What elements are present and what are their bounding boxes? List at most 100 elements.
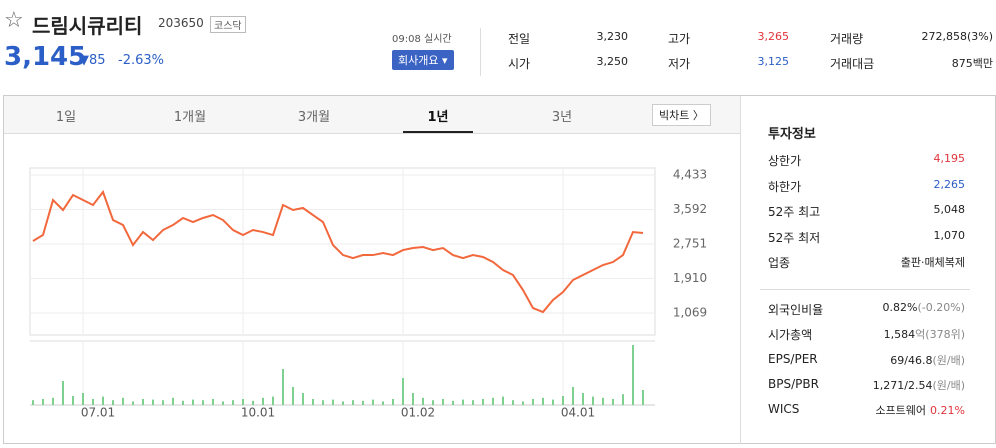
volume-bar [632,345,634,405]
volume-bar [82,393,84,405]
y-tick-label: 3,592 [673,202,707,216]
star-icon[interactable]: ☆ [4,8,24,33]
value: 1,070 [933,228,966,242]
value: 1,584 [883,328,916,342]
value: 출판·매체복제 [900,256,965,269]
tab[interactable]: 1개월 [173,110,207,125]
volume-bar [192,399,194,405]
volume-bar [42,399,44,405]
change: ▼85 [79,53,106,68]
tab-underline [403,131,473,133]
volume-bar [252,400,254,405]
stat-value: 3,250 [596,55,629,68]
time: 09:08 실시간 [392,34,452,45]
info-label: 시가총액 [768,328,813,343]
down-arrow: ▼ [79,53,89,68]
volume-bar [432,400,434,405]
volume-bar [102,396,104,405]
volume-bar [442,399,444,405]
value: 69/46.8 [890,353,933,367]
price-line [32,189,644,314]
stat-value: 272,858(3%) [921,30,993,43]
company-button[interactable]: 회사개요 ▾ [392,50,454,70]
stat-value: 3,125 [757,55,790,68]
note: 0.21% [930,404,965,418]
button-text: 회사개요 [398,54,439,67]
volume-bar [602,397,604,405]
tab[interactable]: 1일 [55,110,77,125]
big-chart-button[interactable]: 빅차트 〉 [652,104,711,126]
tab[interactable]: 3개월 [297,110,331,125]
stat-label: 저가 [668,57,691,71]
volume-bar [272,396,274,405]
volume-bar [612,399,614,405]
volume-bar [232,400,234,405]
info-title: 투자정보 [768,127,816,142]
volume-bar [452,400,454,405]
tab[interactable]: 1년 [427,110,449,125]
stat-value: 3,230 [596,30,629,43]
x-tick-label: 10.01 [241,406,275,420]
volume-bar [32,400,34,405]
volume-bar [212,399,214,405]
info-value: 4,195 [934,152,966,165]
volume-bar [382,401,384,405]
info-label: 외국인비율 [768,303,824,317]
stat-label: 시가 [508,57,531,71]
value: 소프트웨어 [875,404,927,418]
volume-bar [282,369,284,405]
volume-bar [592,396,594,405]
volume-bar [502,396,504,405]
note: (원/배) [932,353,965,367]
volume-bar [512,400,514,405]
volume-bar [292,387,294,405]
info-value: 0.82%(-0.20%) [883,301,965,314]
volume-bar [342,401,344,405]
volume-bar [392,399,394,405]
stat-label: 거래량 [830,32,864,46]
tab[interactable]: 3년 [551,110,573,125]
change-value: 85 [89,53,106,68]
info-value: 1,584억(378위) [884,326,965,342]
big-chart-text: 빅차트 [659,109,690,122]
volume-bar [302,393,304,405]
tab-bar [4,96,740,134]
volume-bar [402,378,404,405]
stat-label: 거래대금 [830,57,875,71]
stat-label: 고가 [668,32,691,46]
volume-bar [172,397,174,405]
info-value: 5,048 [934,203,966,216]
info-value: 2,265 [934,178,966,191]
volume-bar [52,397,54,405]
volume-bar [412,393,414,405]
volume-bar [472,400,474,405]
y-tick-label: 4,433 [673,168,707,182]
info-label: WICS [768,402,800,417]
volume-bar [542,397,544,405]
note: (-0.20%) [917,301,966,314]
volume-bar [582,393,584,405]
volume-bar [132,401,134,405]
change-pct: -2.63% [118,53,164,68]
chart: 1,069 1,910 2,751 3,592 4,433 07.01 10.01 01.02… [29,167,707,420]
volume-bar [262,397,264,405]
volume-bar [532,399,534,405]
stat-value: 875백만 [951,57,993,70]
stock-name: 드림시큐리티 [32,14,143,38]
volume-bar [142,399,144,405]
volume-bar [112,400,114,405]
info-value: 1,070 [934,229,966,242]
plot-frame [29,167,656,336]
info-value: 1,271/2.54(원/배) [873,377,965,393]
volume-bar [202,400,204,405]
y-tick-label: 1,910 [673,271,707,285]
volume-bar [482,399,484,405]
note: 억(378위) [915,328,965,342]
volume-bar [352,400,354,405]
stat-value: 3,265 [757,30,790,43]
price: 3,145 [4,42,87,72]
volume-bar [422,397,424,405]
info-label: 상한가 [768,154,802,168]
info-value: 소프트웨어 0.21% [875,402,965,418]
